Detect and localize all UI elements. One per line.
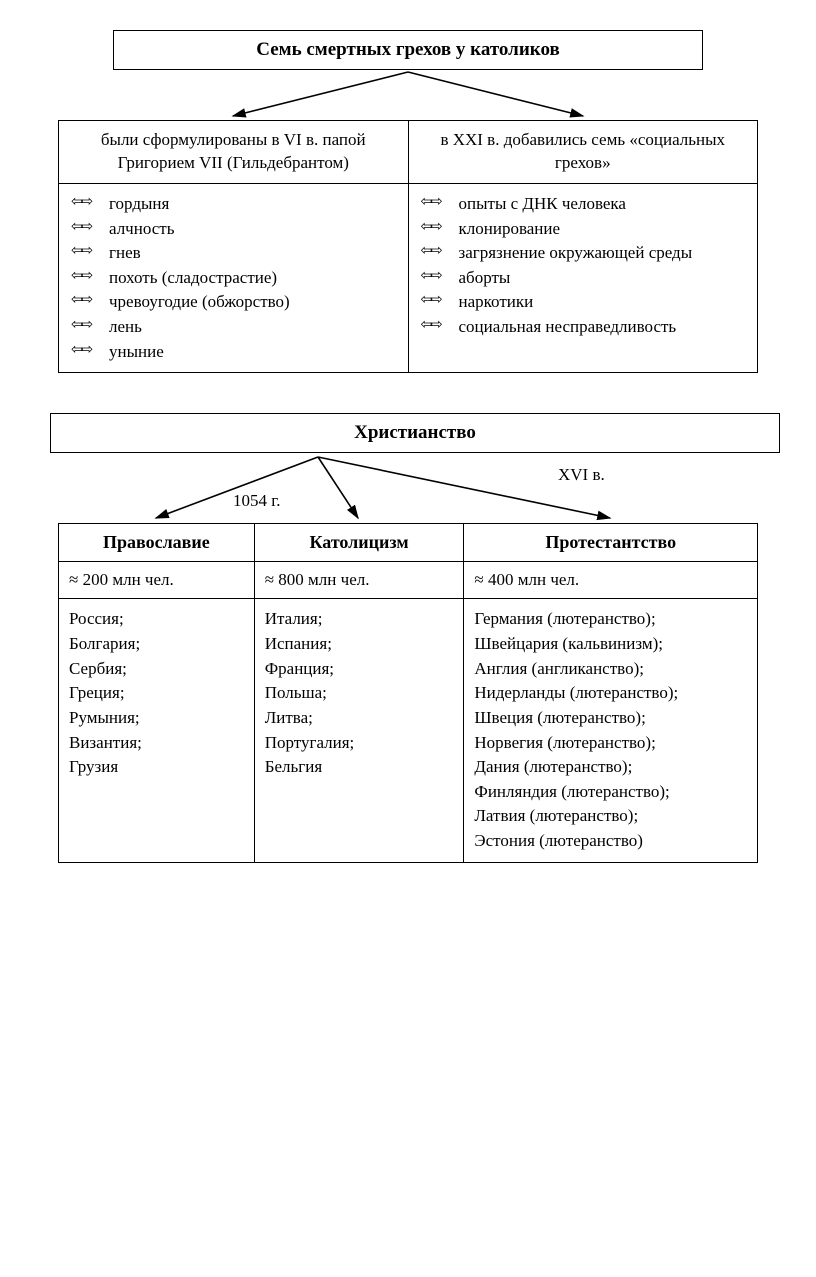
list-item-text: аборты [459, 268, 511, 287]
country-line: Россия; [69, 607, 244, 632]
list-item-text: загрязнение окружаю­щей среды [459, 243, 693, 262]
list-item: ⇦⇨ социальная несправед­ливость [421, 315, 748, 340]
list-item: ⇦⇨ алчность [71, 217, 398, 242]
sins-right-list-cell: ⇦⇨ опыты с ДНК человека ⇦⇨ клонирование ⇦⇨ за… [408, 183, 758, 372]
list-item: ⇦⇨ гордыня [71, 192, 398, 217]
christianity-diagram: Христианство 1054 г. XVI в. ПравославиеК… [50, 413, 766, 862]
branch-population: ≈ 400 млн чел. [464, 562, 758, 599]
seven-sins-diagram: Семь смертных грехов у католиков были сф… [50, 30, 766, 373]
bullet-arrows-icon: ⇦⇨ [71, 340, 90, 362]
list-item: ⇦⇨ чревоугодие (обжорство) [71, 290, 398, 315]
country-line: Франция; [265, 657, 454, 682]
country-line: Греция; [69, 681, 244, 706]
country-line: Испания; [265, 632, 454, 657]
country-line: Португалия; [265, 731, 454, 756]
list-item: ⇦⇨ похоть (сладострастие) [71, 266, 398, 291]
sins-left-list-cell: ⇦⇨ гордыня ⇦⇨ алчность ⇦⇨ гнев ⇦⇨ похоть (сладо… [59, 183, 409, 372]
diagram1-title: Семь смертных грехов у католиков [113, 30, 703, 70]
list-item-text: чревоугодие (обжорство) [109, 292, 290, 311]
diagram2-arrows: 1054 г. XVI в. [58, 453, 758, 523]
list-item: ⇦⇨ уныние [71, 340, 398, 365]
list-item-text: социальная несправед­ливость [459, 317, 677, 336]
bullet-arrows-icon: ⇦⇨ [421, 266, 440, 288]
list-item: ⇦⇨ гнев [71, 241, 398, 266]
country-line: Дания (лютеранство); [474, 755, 747, 780]
bullet-arrows-icon: ⇦⇨ [71, 266, 90, 288]
list-item-text: лень [109, 317, 142, 336]
bullet-arrows-icon: ⇦⇨ [71, 217, 90, 239]
branch-header: Католицизм [254, 524, 464, 562]
list-item: ⇦⇨ клонирование [421, 217, 748, 242]
bullet-arrows-icon: ⇦⇨ [71, 192, 90, 214]
country-line: Византия; [69, 731, 244, 756]
country-line: Финляндия (лютеранство); [474, 780, 747, 805]
country-line: Нидерланды (лютеранство); [474, 681, 747, 706]
list-item-text: наркотики [459, 292, 534, 311]
bullet-arrows-icon: ⇦⇨ [71, 241, 90, 263]
list-item-text: гордыня [109, 194, 169, 213]
country-line: Литва; [265, 706, 454, 731]
bullet-arrows-icon: ⇦⇨ [421, 315, 440, 337]
list-item: ⇦⇨ загрязнение окружаю­щей среды [421, 241, 748, 266]
sins-right-header: в XXI в. добавились семь «социальных гре… [408, 121, 758, 184]
bullet-arrows-icon: ⇦⇨ [421, 217, 440, 239]
country-line: Латвия (лютеранство); [474, 804, 747, 829]
country-line: Бельгия [265, 755, 454, 780]
list-item-text: клонирование [459, 219, 561, 238]
country-line: Польша; [265, 681, 454, 706]
branch-header: Православие [59, 524, 255, 562]
bullet-arrows-icon: ⇦⇨ [71, 290, 90, 312]
country-line: Англия (англиканство); [474, 657, 747, 682]
list-item: ⇦⇨ аборты [421, 266, 748, 291]
list-item-text: похоть (сладострастие) [109, 268, 277, 287]
list-item: ⇦⇨ лень [71, 315, 398, 340]
branch-countries: Германия (лютеранство);Швейцария (кальви… [464, 599, 758, 862]
country-line: Сербия; [69, 657, 244, 682]
country-line: Норвегия (лютеранство); [474, 731, 747, 756]
branch-countries: Италия;Испания;Франция;Польша;Литва;Порт… [254, 599, 464, 862]
christianity-table: ПравославиеКатолицизмПротестантство ≈ 20… [58, 523, 758, 862]
bullet-arrows-icon: ⇦⇨ [421, 241, 440, 263]
sins-right-list: ⇦⇨ опыты с ДНК человека ⇦⇨ клонирование ⇦⇨ за… [419, 192, 748, 340]
branch-countries: Россия;Болгария;Сербия;Греция;Румыния;Ви… [59, 599, 255, 862]
branch-header: Протестантство [464, 524, 758, 562]
diagram1-arrows [58, 70, 758, 120]
list-item-text: уныние [109, 342, 164, 361]
bullet-arrows-icon: ⇦⇨ [71, 315, 90, 337]
country-line: Румыния; [69, 706, 244, 731]
split-label-left: 1054 г. [233, 491, 281, 511]
sins-table: были сформулированы в VI в. папой Григор… [58, 120, 758, 373]
sins-left-list: ⇦⇨ гордыня ⇦⇨ алчность ⇦⇨ гнев ⇦⇨ похоть (сладо… [69, 192, 398, 364]
split-label-right: XVI в. [558, 465, 605, 485]
country-line: Болгария; [69, 632, 244, 657]
branch-population: ≈ 200 млн чел. [59, 562, 255, 599]
diagram2-title: Христианство [50, 413, 780, 453]
country-line: Швеция (лютеранство); [474, 706, 747, 731]
branch-population: ≈ 800 млн чел. [254, 562, 464, 599]
list-item-text: алчность [109, 219, 174, 238]
country-line: Грузия [69, 755, 244, 780]
list-item: ⇦⇨ опыты с ДНК человека [421, 192, 748, 217]
bullet-arrows-icon: ⇦⇨ [421, 192, 440, 214]
list-item-text: опыты с ДНК человека [459, 194, 626, 213]
bullet-arrows-icon: ⇦⇨ [421, 290, 440, 312]
country-line: Эстония (лютеранство) [474, 829, 747, 854]
country-line: Италия; [265, 607, 454, 632]
list-item-text: гнев [109, 243, 141, 262]
country-line: Швейцария (кальвинизм); [474, 632, 747, 657]
country-line: Германия (лютеранство); [474, 607, 747, 632]
list-item: ⇦⇨ наркотики [421, 290, 748, 315]
sins-left-header: были сформулированы в VI в. папой Григор… [59, 121, 409, 184]
